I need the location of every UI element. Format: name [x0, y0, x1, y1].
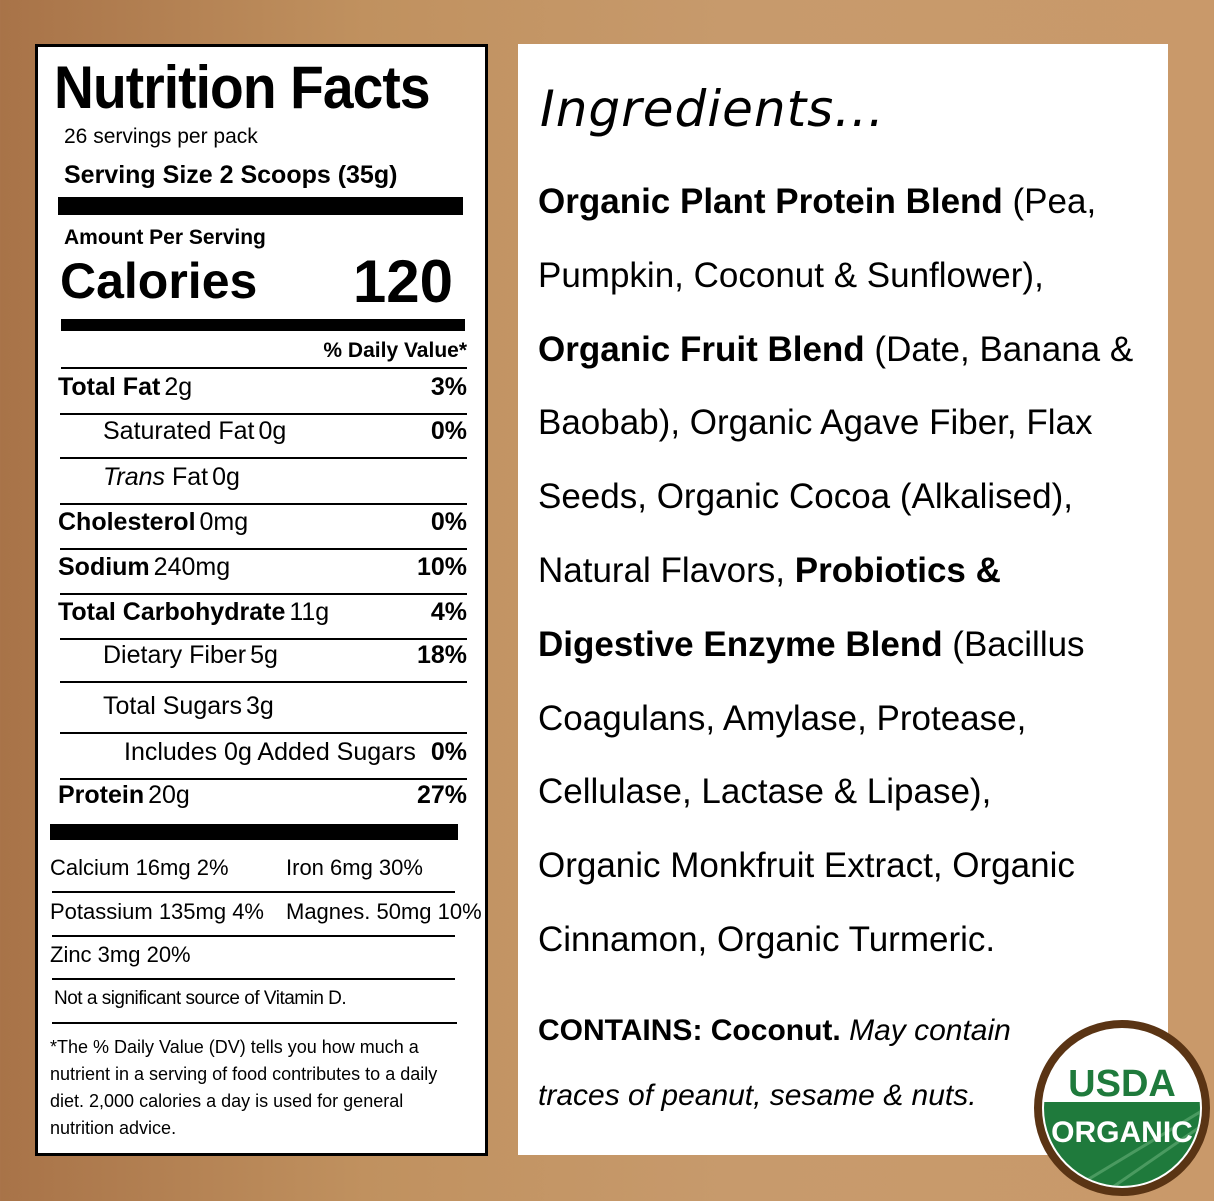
divider [52, 978, 455, 980]
nutrient-name: Total Fat 2g [58, 373, 193, 401]
daily-value-percent: 3% [430, 373, 467, 401]
ingredient-text: Cellulase, Lactase & Lipase), [538, 772, 992, 812]
ingredients-title: Ingredients... [540, 80, 885, 138]
ingredient-text: Pumpkin, Coconut & Sunflower), [538, 255, 1044, 295]
nutrient-row: Total Fat 2g 3% [58, 373, 467, 402]
ingredient-line: Organic Monkfruit Extract, Organic [538, 846, 1075, 886]
nutrition-facts-title: Nutrition Facts [54, 54, 431, 121]
usda-organic-seal: USDA ORGANIC [1034, 1020, 1210, 1196]
ingredient-line: Cellulase, Lactase & Lipase), [538, 772, 991, 812]
ingredient-text: (Date, Banana & [864, 329, 1134, 369]
may-contain-note-2: traces of peanut, sesame & nuts. [538, 1079, 977, 1112]
ingredient-line: Natural Flavors, Probiotics & [538, 551, 1001, 591]
nutrient-row: Cholesterol 0mg 0% [58, 508, 467, 537]
serving-size: Serving Size 2 Scoops (35g) [64, 161, 398, 189]
daily-value-percent: 4% [430, 598, 467, 626]
ingredient-group-name: Organic Plant Protein Blend [538, 182, 1003, 221]
divider [52, 935, 455, 937]
nutrient-row: Includes 0g Added Sugars 0% [58, 738, 467, 767]
contains-label: CONTAINS: Coconut. [538, 1014, 841, 1047]
amount-per-serving: Amount Per Serving [64, 226, 266, 249]
allergen-statement: CONTAINS: Coconut. May contain [538, 1014, 1011, 1048]
divider [61, 367, 467, 369]
divider [52, 891, 455, 893]
divider [60, 413, 467, 415]
usda-organic-seal-icon: USDA ORGANIC [1034, 1020, 1210, 1196]
daily-value-percent: 18% [416, 641, 467, 669]
nutrient-name: Sodium 240mg [58, 553, 231, 581]
calories-label: Calories [60, 253, 258, 309]
ingredient-text: Baobab), Organic Agave Fiber, Flax [538, 403, 1093, 443]
divider [60, 778, 467, 780]
nutrient-row: Protein 20g 27% [58, 781, 467, 810]
ingredient-line: Digestive Enzyme Blend (Bacillus [538, 625, 1085, 665]
may-contain-note: May contain [840, 1014, 1011, 1047]
ingredient-line: Seeds, Organic Cocoa (Alkalised), [538, 477, 1073, 517]
nutrient-name: Trans Fat 0g [103, 463, 240, 491]
divider [60, 638, 467, 640]
ingredient-line: Coagulans, Amylase, Protease, [538, 699, 1026, 739]
nutrient-row: Sodium 240mg 10% [58, 553, 467, 582]
mineral-value: Calcium 16mg 2% [50, 855, 229, 880]
ingredient-text: (Pea, [1002, 182, 1097, 221]
daily-value-percent: 10% [416, 553, 467, 581]
nutrient-name: Total Carbohydrate 11g [58, 598, 330, 626]
ingredient-group-name: Organic Fruit Blend [538, 329, 865, 369]
ingredient-line: Organic Fruit Blend (Date, Banana & [538, 330, 1133, 370]
daily-value-percent: 0% [430, 738, 467, 766]
nutrient-row: Total Carbohydrate 11g 4% [58, 598, 467, 627]
divider [52, 1022, 457, 1024]
divider [60, 548, 467, 550]
ingredient-group-name: Digestive Enzyme Blend [538, 624, 943, 664]
nutrient-name: Total Sugars 3g [103, 692, 274, 720]
ingredient-line: Cinnamon, Organic Turmeric. [538, 920, 995, 960]
thick-divider [50, 824, 458, 840]
ingredient-text: Organic Monkfruit Extract, Organic [538, 846, 1075, 886]
divider [60, 593, 467, 595]
vitamin-d-note: Not a significant source of Vitamin D. [54, 988, 347, 1009]
nutrient-name: Includes 0g Added Sugars [124, 738, 416, 766]
ingredient-line: Pumpkin, Coconut & Sunflower), [538, 256, 1044, 296]
nutrient-name: Dietary Fiber 5g [103, 641, 278, 669]
daily-value-header: % Daily Value* [323, 339, 467, 362]
usda-text: USDA [1068, 1063, 1176, 1105]
ingredient-text: Seeds, Organic Cocoa (Alkalised), [538, 477, 1073, 517]
servings-per-pack: 26 servings per pack [64, 125, 258, 148]
daily-value-percent: 0% [430, 508, 467, 536]
thick-divider [58, 197, 463, 215]
nutrient-name: Protein 20g [58, 781, 190, 809]
divider [60, 732, 467, 734]
nutrient-row: Dietary Fiber 5g 18% [58, 641, 467, 670]
ingredient-line: Baobab), Organic Agave Fiber, Flax [538, 403, 1092, 443]
ingredient-group-name: Probiotics & [794, 551, 1001, 590]
divider [60, 503, 467, 505]
ingredient-line: Organic Plant Protein Blend (Pea, [538, 182, 1096, 222]
ingredient-text: (Bacillus [942, 624, 1085, 664]
nutrient-row: Total Sugars 3g [58, 692, 467, 721]
ingredient-text: Coagulans, Amylase, Protease, [538, 698, 1027, 738]
nutrient-row: Trans Fat 0g [58, 463, 467, 492]
mineral-value: Potassium 135mg 4% [50, 899, 264, 924]
nutrition-facts-label: Nutrition Facts 26 servings per pack Ser… [35, 44, 488, 1156]
nutrient-row: Saturated Fat 0g 0% [58, 417, 467, 446]
nutrient-name: Saturated Fat 0g [103, 417, 287, 445]
ingredients-panel: Ingredients... Organic Plant Protein Ble… [518, 44, 1168, 1155]
divider [60, 681, 467, 683]
mineral-value: Magnes. 50mg 10% [286, 899, 482, 924]
thick-divider [61, 319, 465, 331]
ingredient-text: Cinnamon, Organic Turmeric. [538, 920, 996, 959]
divider [60, 457, 467, 459]
daily-value-percent: 0% [430, 417, 467, 445]
organic-text: ORGANIC [1051, 1116, 1193, 1149]
mineral-value: Zinc 3mg 20% [50, 942, 191, 967]
calories-value: 120 [352, 248, 453, 315]
ingredient-text: Natural Flavors, [538, 551, 795, 590]
mineral-value: Iron 6mg 30% [286, 855, 423, 880]
daily-value-percent: 27% [416, 781, 467, 809]
nutrient-name: Cholesterol 0mg [58, 508, 249, 536]
daily-value-footnote: *The % Daily Value (DV) tells you how mu… [50, 1037, 438, 1138]
